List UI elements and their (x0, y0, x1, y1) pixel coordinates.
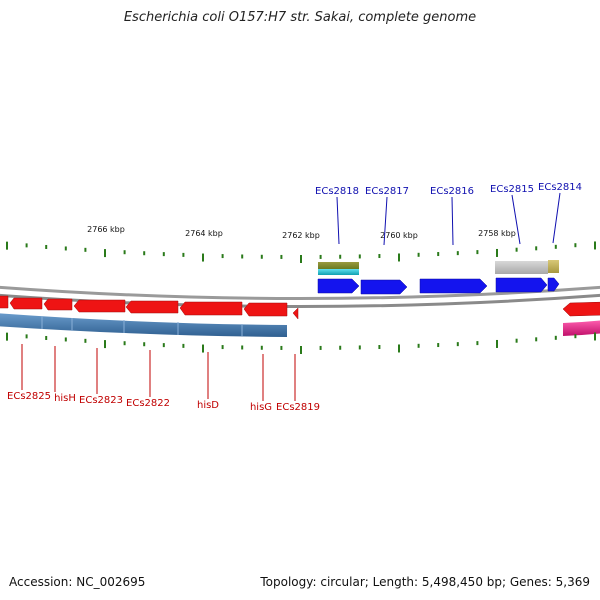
ruler-tick-label: 2758 kbp (478, 229, 516, 238)
forward-cds-ecs2818 (317, 278, 360, 294)
reverse-cds-track (0, 295, 600, 320)
reverse-cds-ecs2819-tip (292, 307, 299, 320)
ruler-ticks-bottom (6, 332, 596, 354)
forward-gene-label: ECs2815 (490, 184, 534, 195)
forward-cds-track (317, 277, 560, 295)
reverse-cds-hisg (179, 301, 243, 316)
forward-cds-ecs2814 (547, 277, 560, 292)
reverse-cds-ecs2819 (243, 302, 288, 317)
cyan-band (318, 269, 359, 275)
reverse-cds-hisd (125, 300, 179, 314)
reverse-cds-ecs2823 (43, 298, 73, 311)
gene-labels: ECs2818 ECs2817 ECs2816 ECs2815 ECs2814 ECs28… (7, 182, 582, 413)
reverse-cds-right (562, 301, 600, 317)
accession-text: Accession: NC_002695 (9, 575, 146, 589)
ruler-tick-label: 2766 kbp (87, 225, 125, 234)
reverse-gene-label: hisD (197, 400, 219, 411)
grey-band (495, 261, 548, 274)
genome-summary-text: Topology: circular; Length: 5,498,450 bp… (260, 575, 590, 589)
forward-cds-ecs2817 (360, 279, 408, 295)
reverse-cds-hish (9, 297, 43, 310)
reverse-band (0, 313, 287, 337)
ruler-tick-labels: 2766 kbp 2764 kbp 2762 kbp 2760 kbp 2758 kbp (87, 225, 516, 240)
olive-band (318, 262, 359, 269)
ruler-tick-label: 2760 kbp (380, 231, 418, 240)
forward-gene-leader (451, 196, 454, 246)
reverse-gene-label: ECs2825 (7, 391, 51, 402)
reverse-gene-label: ECs2823 (79, 395, 123, 406)
forward-cds-ecs2816 (419, 278, 488, 294)
reverse-gene-label: ECs2822 (126, 398, 170, 409)
khaki-band (548, 260, 559, 273)
ruler-ticks-top (6, 241, 596, 263)
pink-band (563, 320, 600, 336)
forward-cds-ecs2815 (495, 277, 548, 293)
ruler-tick-label: 2764 kbp (185, 229, 223, 238)
forward-gene-label: ECs2817 (365, 186, 409, 197)
map-title: Escherichia coli O157:H7 str. Sakai, com… (123, 10, 477, 25)
forward-gene-label: ECs2818 (315, 186, 359, 197)
forward-gene-label: ECs2814 (538, 182, 582, 193)
ruler-tick-label: 2762 kbp (282, 231, 320, 240)
reverse-cds-ecs2822 (73, 299, 126, 313)
backbone-outer (0, 285, 600, 300)
forward-gene-label: ECs2816 (430, 186, 474, 197)
forward-gene-leader (511, 194, 521, 245)
reverse-gene-label: hisG (250, 402, 272, 413)
forward-gene-leader (383, 196, 388, 246)
reverse-cds-ecs2825 (0, 295, 9, 309)
forward-gene-leader (552, 192, 561, 244)
reverse-gene-label: ECs2819 (276, 402, 320, 413)
forward-gene-leader (336, 196, 340, 245)
reverse-gene-label: hisH (54, 393, 76, 404)
reverse-band-dividers (41, 316, 243, 336)
